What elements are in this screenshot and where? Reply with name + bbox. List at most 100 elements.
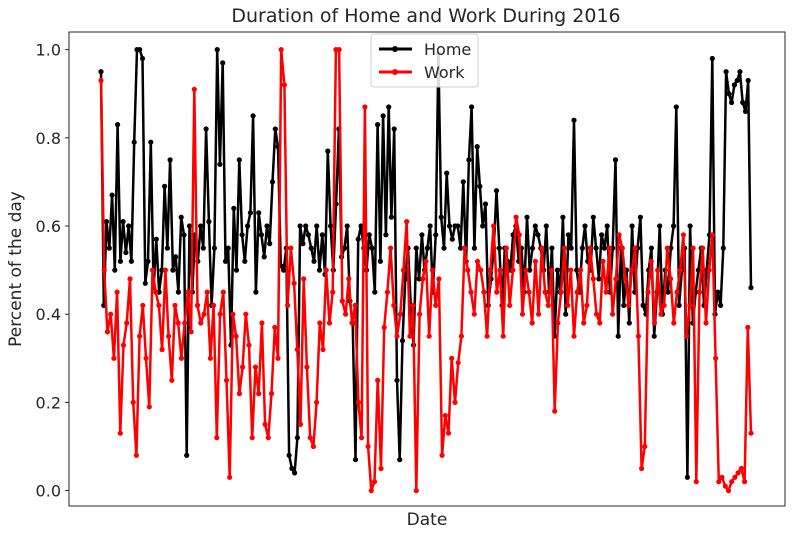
data-point-home [590, 214, 596, 220]
data-point-work [465, 267, 471, 273]
data-point-work [565, 302, 571, 308]
data-point-home [466, 157, 472, 163]
data-point-work [410, 302, 416, 308]
data-point-home [281, 267, 287, 273]
data-point-work [159, 346, 165, 353]
data-point-home [303, 223, 309, 229]
data-point-work [336, 47, 342, 53]
data-point-home [471, 245, 477, 251]
data-point-work [439, 452, 445, 458]
data-point-work [169, 377, 175, 383]
data-point-home [574, 267, 580, 273]
data-point-home [98, 69, 104, 75]
data-point-work [201, 311, 207, 317]
data-point-home [383, 232, 389, 238]
data-point-work [211, 302, 217, 308]
data-point-work [359, 435, 365, 441]
data-point-home [217, 161, 223, 167]
data-point-work [526, 289, 532, 295]
data-point-work [320, 346, 326, 353]
data-point-work [597, 320, 603, 326]
data-point-home [247, 210, 253, 216]
y-tick-label: 0.0 [36, 482, 61, 501]
data-point-work [436, 276, 442, 282]
data-point-work [616, 232, 622, 238]
data-point-work [288, 245, 294, 251]
data-point-home [305, 232, 311, 238]
data-point-home [123, 249, 129, 256]
data-point-work [742, 479, 748, 485]
data-point-home [469, 104, 475, 110]
data-point-home [267, 241, 273, 247]
data-point-work [558, 289, 564, 295]
data-point-work [523, 267, 529, 273]
data-point-work [632, 245, 638, 251]
data-point-home [427, 223, 433, 229]
data-point-home [745, 77, 751, 84]
data-point-work [153, 289, 159, 295]
data-point-work [584, 302, 590, 308]
data-point-home [117, 258, 123, 264]
data-point-work [610, 311, 616, 317]
data-point-home [568, 245, 574, 251]
data-point-work [127, 276, 133, 282]
data-point-home [438, 214, 444, 220]
data-point-home [222, 258, 229, 264]
data-point-home [386, 104, 392, 110]
data-point-work [593, 311, 600, 317]
data-point-home [626, 320, 632, 326]
data-point-home [137, 47, 143, 53]
data-point-work [220, 289, 226, 295]
data-point-work [491, 223, 497, 229]
data-point-home [726, 91, 732, 97]
data-point-work [500, 333, 506, 339]
data-point-work [285, 302, 291, 308]
data-point-home [729, 99, 735, 106]
data-point-home [449, 236, 455, 242]
data-point-work [262, 421, 268, 427]
data-point-work [696, 289, 703, 295]
data-point-home [256, 210, 262, 216]
data-point-home [388, 214, 394, 220]
data-point-work [384, 289, 390, 295]
data-point-home [560, 214, 566, 220]
data-point-home [737, 69, 743, 75]
data-point-home [380, 113, 386, 119]
data-point-home [264, 223, 270, 229]
data-point-home [480, 223, 486, 229]
data-point-work [590, 276, 596, 282]
data-point-work [404, 219, 410, 225]
data-point-home [446, 223, 453, 229]
data-point-work [198, 320, 204, 326]
data-point-home [181, 232, 187, 238]
data-point-work [407, 333, 413, 339]
data-point-work [111, 355, 117, 361]
data-point-home [225, 245, 231, 251]
chart-title: Duration of Home and Work During 2016 [231, 5, 620, 27]
data-point-home [145, 258, 151, 264]
data-point-home [474, 144, 480, 150]
data-point-home [184, 452, 190, 458]
data-point-home [615, 333, 621, 339]
data-point-work [362, 104, 368, 110]
data-point-home [460, 179, 466, 185]
data-point-work [484, 333, 490, 339]
data-point-work [275, 355, 281, 361]
data-point-home [493, 188, 500, 194]
data-point-work [716, 479, 722, 485]
data-point-work [478, 267, 484, 273]
data-point-work [301, 276, 307, 282]
data-point-work [143, 355, 149, 361]
data-point-work [703, 320, 709, 326]
data-point-work [429, 267, 435, 273]
data-point-home [715, 289, 721, 295]
data-point-home [419, 232, 425, 238]
data-point-home [640, 302, 646, 308]
data-point-home [294, 435, 300, 441]
data-point-work [655, 267, 661, 273]
data-point-home [106, 245, 112, 251]
data-point-home [554, 267, 561, 273]
data-point-work [259, 320, 265, 326]
data-point-work [381, 324, 387, 330]
data-point-home [258, 232, 264, 238]
